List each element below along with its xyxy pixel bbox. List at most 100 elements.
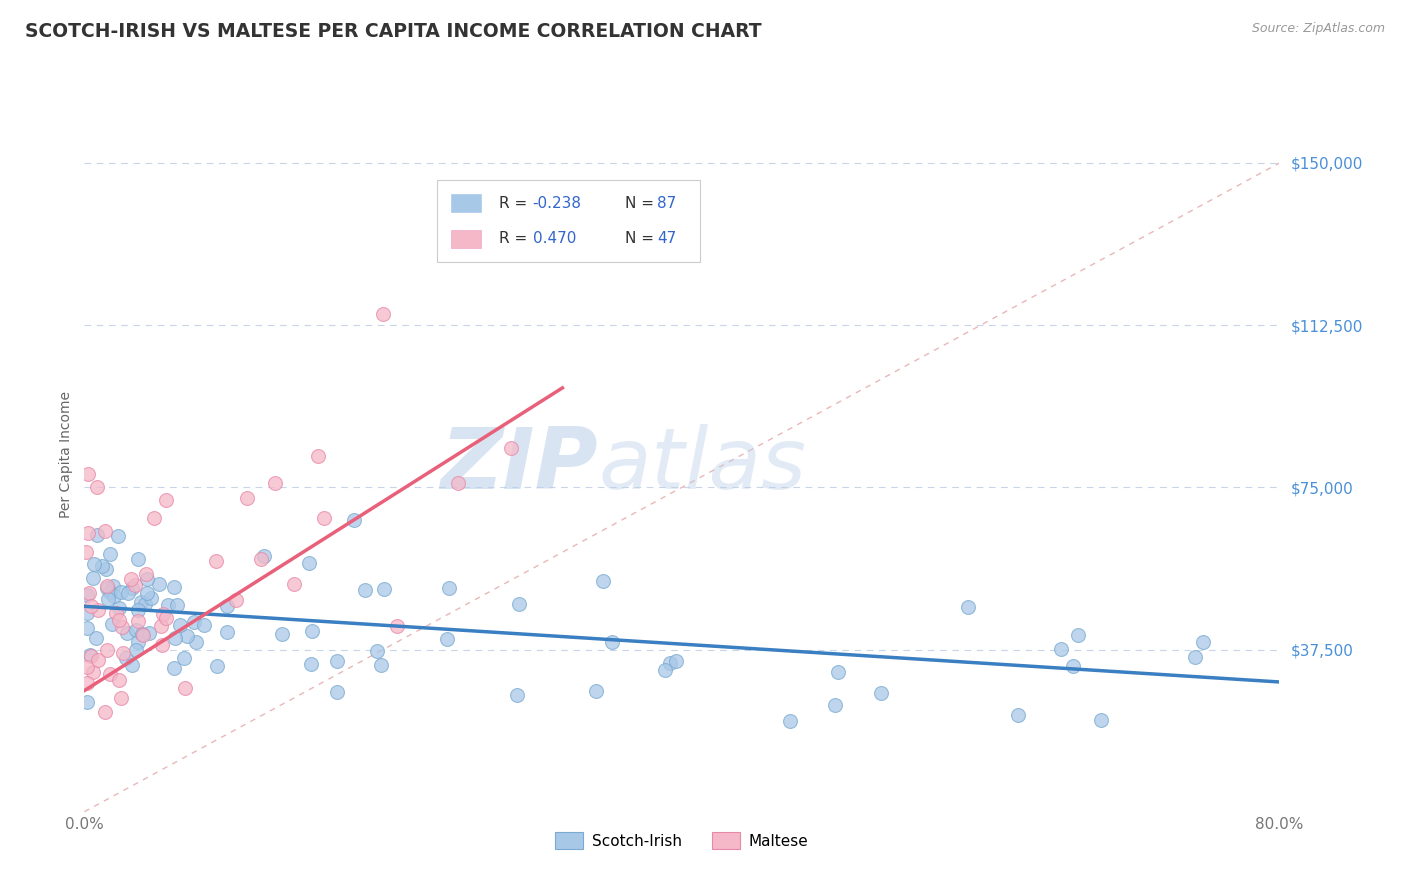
Point bbox=[94, 562, 117, 576]
Point bbox=[870, 686, 893, 700]
FancyBboxPatch shape bbox=[451, 230, 481, 248]
Point bbox=[77, 525, 100, 540]
Point bbox=[186, 634, 208, 648]
Point bbox=[114, 651, 136, 665]
Point bbox=[93, 705, 115, 719]
Point bbox=[96, 642, 118, 657]
Point bbox=[301, 624, 323, 639]
Point bbox=[354, 583, 377, 598]
Point bbox=[80, 648, 103, 663]
Point bbox=[827, 665, 849, 679]
Point bbox=[436, 632, 458, 647]
Point bbox=[98, 666, 121, 681]
Point bbox=[312, 511, 335, 525]
Point bbox=[150, 638, 173, 652]
Point bbox=[107, 673, 129, 687]
Point bbox=[343, 513, 366, 527]
Point bbox=[115, 625, 138, 640]
FancyBboxPatch shape bbox=[437, 180, 700, 262]
Point bbox=[120, 572, 142, 586]
Point bbox=[76, 622, 98, 636]
Point bbox=[366, 644, 388, 658]
Point bbox=[79, 599, 101, 613]
Point bbox=[98, 547, 121, 561]
Point bbox=[96, 581, 118, 595]
Point bbox=[103, 589, 125, 603]
Point bbox=[77, 585, 100, 599]
Point bbox=[585, 684, 607, 698]
Point bbox=[176, 629, 198, 643]
Point bbox=[1062, 659, 1084, 673]
Point bbox=[271, 626, 294, 640]
Point bbox=[108, 613, 131, 627]
Point bbox=[250, 552, 273, 566]
Text: SCOTCH-IRISH VS MALTESE PER CAPITA INCOME CORRELATION CHART: SCOTCH-IRISH VS MALTESE PER CAPITA INCOM… bbox=[25, 22, 762, 41]
Text: N =: N = bbox=[624, 195, 658, 211]
Text: -0.238: -0.238 bbox=[533, 195, 582, 211]
Point bbox=[77, 467, 100, 482]
Point bbox=[76, 606, 98, 620]
Point bbox=[76, 588, 98, 602]
Text: 87: 87 bbox=[657, 195, 676, 211]
Point bbox=[127, 552, 149, 566]
Text: R =: R = bbox=[499, 231, 537, 246]
Point bbox=[135, 586, 157, 600]
Point bbox=[136, 572, 159, 586]
Point bbox=[163, 580, 186, 594]
Point bbox=[117, 585, 139, 599]
Point bbox=[103, 579, 125, 593]
Point bbox=[86, 480, 108, 494]
Point bbox=[150, 619, 173, 633]
Text: ZIP: ZIP bbox=[440, 424, 599, 508]
Point bbox=[592, 574, 614, 589]
Y-axis label: Per Capita Income: Per Capita Income bbox=[59, 392, 73, 518]
Point bbox=[437, 581, 460, 595]
Point bbox=[166, 598, 188, 612]
Text: 0.470: 0.470 bbox=[533, 231, 576, 246]
Point bbox=[105, 606, 128, 620]
Point bbox=[264, 475, 287, 490]
Point bbox=[110, 585, 132, 599]
Point bbox=[1090, 713, 1112, 727]
FancyBboxPatch shape bbox=[451, 194, 481, 212]
Point bbox=[93, 524, 115, 538]
Point bbox=[236, 491, 259, 505]
Point bbox=[299, 657, 322, 672]
Point bbox=[155, 493, 177, 508]
Point bbox=[824, 698, 846, 713]
Point bbox=[135, 567, 157, 582]
Point bbox=[373, 582, 395, 596]
Point bbox=[373, 307, 395, 321]
Point bbox=[75, 545, 97, 559]
Point bbox=[956, 600, 979, 615]
Point bbox=[127, 614, 149, 628]
Point bbox=[76, 660, 98, 674]
Point bbox=[111, 646, 134, 660]
Point bbox=[779, 714, 801, 728]
Point bbox=[325, 685, 347, 699]
Point bbox=[183, 615, 205, 630]
Point bbox=[173, 651, 195, 665]
Point bbox=[98, 585, 121, 599]
Point bbox=[157, 599, 180, 613]
Text: 47: 47 bbox=[657, 231, 676, 246]
Point bbox=[298, 556, 321, 570]
Point bbox=[76, 676, 98, 690]
Point bbox=[169, 617, 191, 632]
Point bbox=[125, 643, 148, 657]
Point bbox=[107, 529, 129, 543]
Point bbox=[204, 554, 226, 568]
Point bbox=[101, 616, 124, 631]
Point bbox=[121, 657, 143, 672]
Point bbox=[143, 510, 166, 524]
Point bbox=[283, 577, 305, 591]
Point bbox=[654, 663, 676, 677]
Point bbox=[1007, 708, 1029, 723]
Point bbox=[447, 475, 470, 490]
Point bbox=[131, 627, 153, 641]
Point bbox=[225, 593, 247, 607]
Point bbox=[326, 654, 349, 668]
Point bbox=[129, 595, 152, 609]
Point bbox=[173, 681, 195, 695]
Point bbox=[111, 620, 134, 634]
